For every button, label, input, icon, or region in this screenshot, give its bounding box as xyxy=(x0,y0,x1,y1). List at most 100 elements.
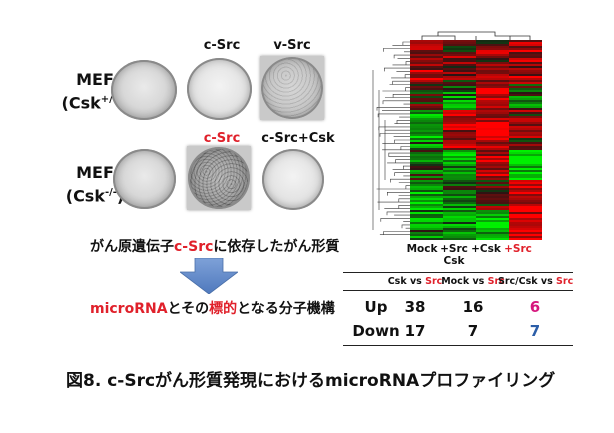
heatmap-cell xyxy=(476,154,510,157)
heatmap-cell xyxy=(410,202,444,205)
culture-dish-mef-wt-control xyxy=(111,60,177,120)
heatmap-cell xyxy=(410,130,444,133)
heatmap-cell xyxy=(476,92,510,95)
heatmap-cell xyxy=(476,130,510,133)
heatmap-cell xyxy=(443,82,477,85)
heatmap-cell xyxy=(410,216,444,219)
heatmap-cell xyxy=(509,202,542,205)
heatmap-cell xyxy=(509,128,542,131)
heatmap-cell xyxy=(410,134,444,137)
heatmap-cell xyxy=(410,190,444,193)
heatmap-cell xyxy=(443,158,477,161)
heatmap-cell xyxy=(476,126,510,129)
heatmap-cell xyxy=(476,194,510,197)
heatmap-cell xyxy=(476,84,510,87)
heatmap-cell xyxy=(410,178,444,181)
heatmap-cell xyxy=(509,186,542,189)
heatmap-cell xyxy=(443,72,477,75)
heatmap-cell xyxy=(410,196,444,199)
heatmap-cell xyxy=(476,176,510,179)
heatmap-cell xyxy=(476,68,510,71)
heatmap-cell xyxy=(476,228,510,231)
heatmap-cell xyxy=(509,174,542,177)
heatmap-cell xyxy=(410,90,444,93)
heatmap-cell xyxy=(410,82,444,85)
heatmap-cell xyxy=(476,188,510,191)
heatmap-cell xyxy=(509,218,542,221)
heatmap-cell xyxy=(410,182,444,185)
heatmap-cell xyxy=(509,144,542,147)
heatmap-cell xyxy=(410,214,444,217)
heatmap-cell xyxy=(476,168,510,171)
oncogene-statement: がん原遺伝子c-Srcに依存したがん形質 xyxy=(90,236,339,256)
heatmap-cell xyxy=(509,212,542,215)
table-header-rule xyxy=(343,290,573,291)
heatmap-cell xyxy=(509,62,542,65)
heatmap-cell xyxy=(509,134,542,137)
heatmap-cell xyxy=(443,202,477,205)
heatmap-cell xyxy=(410,212,444,215)
heatmap-cell xyxy=(410,100,444,103)
culture-plate-v-src xyxy=(261,57,323,119)
heatmap-cell xyxy=(509,168,542,171)
heatmap-cell xyxy=(509,98,542,101)
heatmap-cell xyxy=(410,198,444,201)
heatmap-cell xyxy=(410,52,444,55)
heatmap-cell xyxy=(476,112,510,115)
heatmap-cell xyxy=(443,156,477,159)
heatmap-cell xyxy=(410,210,444,213)
heatmap-cell xyxy=(476,114,510,117)
heatmap-cell xyxy=(410,116,444,119)
line2-mid: とその xyxy=(167,301,210,317)
heatmap-cell xyxy=(509,200,542,203)
heatmap-cell xyxy=(410,174,444,177)
heatmap-cell xyxy=(443,224,477,227)
heatmap-cell xyxy=(509,216,542,219)
heatmap-cell xyxy=(509,206,542,209)
heatmap-cell xyxy=(410,238,444,240)
table-row-down-label: Down xyxy=(352,322,400,340)
heatmap-cell xyxy=(476,70,510,73)
heatmap-cell xyxy=(476,136,510,139)
heatmap-cell xyxy=(443,68,477,71)
heatmap-cell xyxy=(476,230,510,233)
heatmap-cell xyxy=(509,54,542,57)
heatmap-cell xyxy=(443,150,477,153)
heatmap-cell xyxy=(509,52,542,55)
heatmap-cell xyxy=(509,238,542,240)
heatmap-cell xyxy=(410,144,444,147)
heatmap-cell xyxy=(410,74,444,77)
heatmap-cell xyxy=(509,172,542,175)
heatmap-cell xyxy=(443,142,477,145)
mechanism-statement: microRNAとその標的となる分子機構 xyxy=(90,298,335,318)
heatmap-cell xyxy=(509,136,542,139)
heatmap-cell xyxy=(509,70,542,73)
line2-suffix: となる分子機構 xyxy=(237,301,335,317)
heatmap-cell xyxy=(410,118,444,121)
heatmap-cell xyxy=(443,144,477,147)
heatmap-cell xyxy=(410,208,444,211)
heatmap-cell xyxy=(443,178,477,181)
heatmap-cell xyxy=(509,86,542,89)
heatmap-cell xyxy=(476,236,510,239)
heatmap-cell xyxy=(443,134,477,137)
heatmap-cell xyxy=(476,210,510,213)
heatmap-cell xyxy=(443,86,477,89)
heatmap-cell xyxy=(443,50,477,53)
heatmap-cell xyxy=(410,60,444,63)
heatmap-cell xyxy=(509,170,542,173)
heatmap-cell xyxy=(410,56,444,59)
line1-suffix: に依存したがん形質 xyxy=(213,239,340,255)
heatmap-cell xyxy=(410,180,444,183)
heatmap-cell xyxy=(410,150,444,153)
heatmap-cell xyxy=(476,44,510,47)
heatmap-cell xyxy=(410,58,444,61)
table-cell-up-mock: 16 xyxy=(462,298,484,316)
heatmap-cell xyxy=(443,218,477,221)
heatmap-cell xyxy=(443,76,477,79)
heatmap-cell xyxy=(476,172,510,175)
heatmap-cell xyxy=(509,160,542,163)
heatmap-cell xyxy=(443,180,477,183)
table-header-csk-vs-src: Csk vs Src xyxy=(383,276,447,287)
heatmap-cell xyxy=(509,78,542,81)
